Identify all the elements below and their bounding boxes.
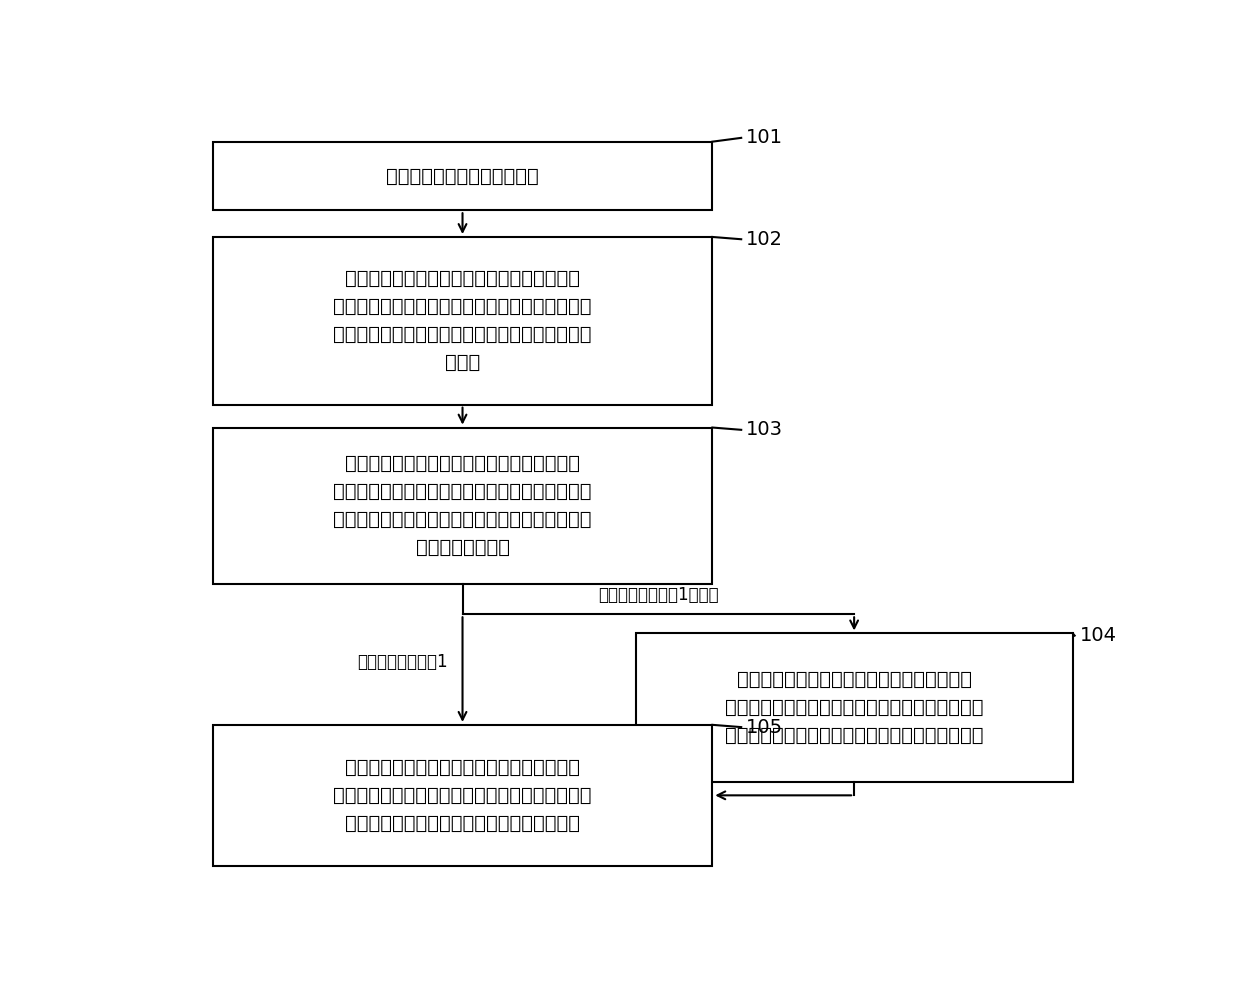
Text: 104: 104	[1080, 626, 1116, 645]
Bar	[213, 142, 712, 210]
Text: 101: 101	[746, 129, 782, 148]
Text: 105: 105	[746, 718, 784, 737]
Text: 对所有相似圆形根据基准图中的基准参考表计
的序号排序方式进行序号排序，根据待测表计在基
准图中的序号保留与待测表计序号相同的相似圆形: 对所有相似圆形根据基准图中的基准参考表计 的序号排序方式进行序号排序，根据待测表…	[725, 670, 983, 745]
Text: 基于待测表计半径确定搜索半径，以云台拍摄
图中心为搜索矩形框的搜索中心，调整霍夫圆边缘
阈值进行霍夫圆检测，得到第一预置需求数量的检
测圆形: 基于待测表计半径确定搜索半径，以云台拍摄 图中心为搜索矩形框的搜索中心，调整霍夫…	[334, 269, 591, 372]
Bar	[213, 237, 712, 405]
Text: 102: 102	[746, 230, 782, 248]
Text: 相似圆形的数量为1: 相似圆形的数量为1	[357, 653, 448, 671]
Text: 相似圆形的数量为1个以上: 相似圆形的数量为1个以上	[598, 586, 719, 604]
Text: 获取相似圆形的圆心，计算圆心与基准参考表
计中心点的像素偏差，若像素偏差大于或等于临界
值，则根据像素偏差对应调整云台的拍摄角度: 获取相似圆形的圆心，计算圆心与基准参考表 计中心点的像素偏差，若像素偏差大于或等…	[334, 757, 591, 833]
Bar	[635, 634, 1073, 782]
Text: 对检测圆形进行基于感知哈希算法的相似度检
测和基于颜色的相似度检测，获取检测圆形中满足
与基准图中基准参考表计的像素小于或等于第一预
置像素的相似圆形: 对检测圆形进行基于感知哈希算法的相似度检 测和基于颜色的相似度检测，获取检测圆形…	[334, 454, 591, 557]
Bar	[213, 725, 712, 866]
Bar	[213, 428, 712, 584]
Text: 103: 103	[746, 421, 782, 440]
Text: 获取预置焦距下的云台拍摄图: 获取预置焦距下的云台拍摄图	[386, 166, 539, 185]
